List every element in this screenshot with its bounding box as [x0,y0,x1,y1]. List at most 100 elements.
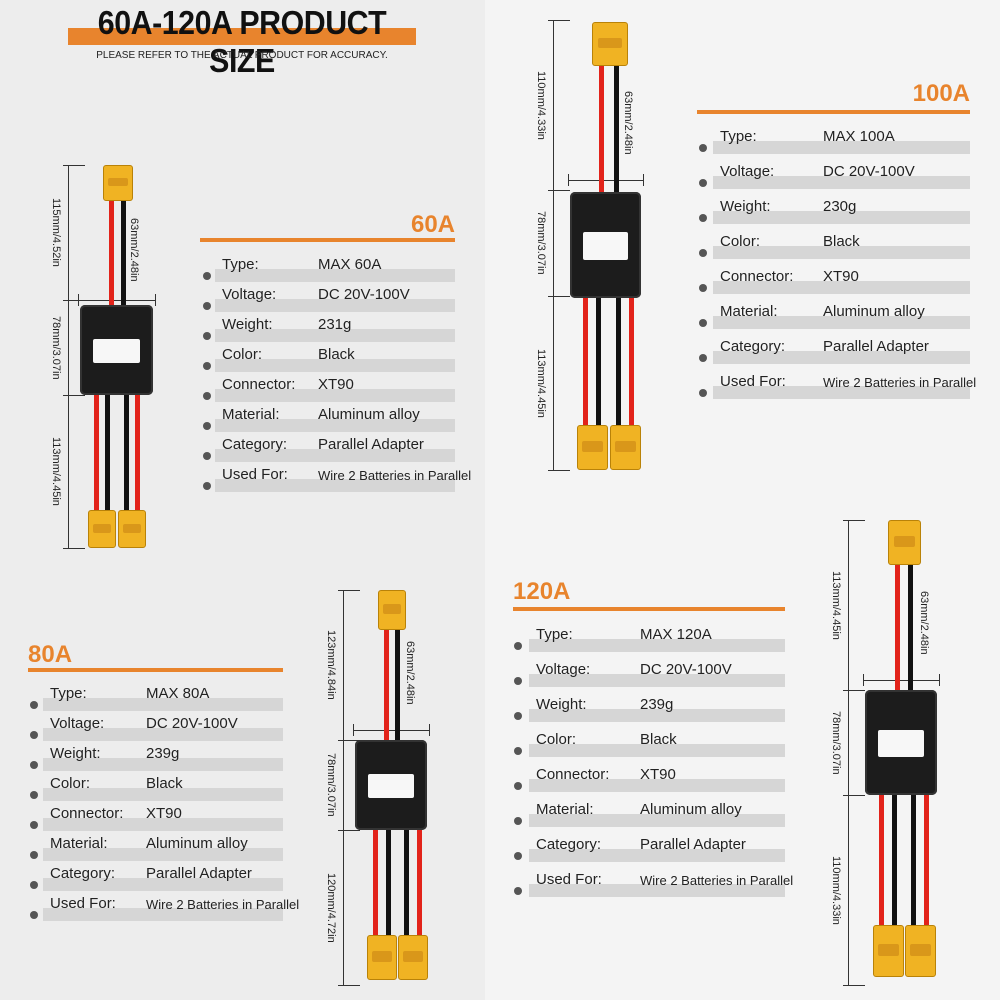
spec-label: Category: [50,865,116,882]
row-background [215,269,455,282]
spec-label: Used For: [50,895,116,912]
dimension-tick [843,520,865,521]
xt90-connector-icon [378,590,406,630]
dimension-lead-label: 63mm/2.48in [622,90,634,155]
bullet-icon [30,911,38,919]
xt90-connector-icon [905,925,936,977]
spec-value: MAX 60A [318,256,382,273]
spec-value: XT90 [823,268,859,285]
spec-row: Used For: Wire 2 Batteries in Parallel [0,464,471,494]
spec-label: Used For: [536,871,602,888]
bullet-icon [699,214,707,222]
spec-label: Material: [50,835,108,852]
section-divider [513,607,785,611]
bullet-icon [699,284,707,292]
spec-value: Wire 2 Batteries in Parallel [146,897,300,912]
spec-label: Weight: [536,696,587,713]
spec-value: Wire 2 Batteries in Parallel [640,873,794,888]
red-wire [93,395,99,510]
dimension-tick [548,470,570,471]
balancer-body [80,305,153,395]
spec-label: Type: [536,626,573,643]
spec-value: XT90 [640,766,676,783]
spec-value: Aluminum alloy [823,303,925,320]
bullet-icon [203,332,211,340]
row-background [43,698,283,711]
spec-value: Parallel Adapter [640,836,746,853]
spec-label: Type: [50,685,87,702]
xt90-connector-icon [592,22,628,66]
spec-row: Voltage: DC 20V-100V [0,659,785,689]
dimension-bottom-label: 113mm/4.45in [50,437,62,506]
row-background [215,329,455,342]
spec-row: Weight: 239g [0,743,283,773]
bullet-icon [203,482,211,490]
spec-label: Material: [222,406,280,423]
spec-value: Aluminum alloy [318,406,420,423]
dimension-tick [338,590,360,591]
bullet-icon [203,272,211,280]
row-background [215,479,455,492]
xt90-connector-icon [610,425,641,470]
spec-label: Voltage: [536,661,591,678]
xt90-connector-icon [88,510,116,548]
width-tick [939,674,940,686]
dimension-tick [843,690,865,691]
bullet-icon [30,761,38,769]
bullet-icon [203,452,211,460]
spec-label: Material: [536,801,594,818]
dimension-body-label: 78mm/3.07in [50,315,62,380]
spec-row: Color: Black [0,729,785,759]
dimension-top-label: 113mm/4.45in [830,570,842,640]
dimension-line [343,590,344,985]
spec-row: Weight: 230g [0,196,970,226]
spec-row: Color: Black [0,231,970,261]
section-title: 80A [28,641,73,668]
spec-value: Aluminum alloy [146,835,248,852]
dimension-tick [63,395,85,396]
spec-value: DC 20V-100V [318,286,410,303]
balancer-body [570,192,641,298]
spec-row: Material: Aluminum alloy [0,799,785,829]
row-background [215,449,455,462]
bullet-icon [514,852,522,860]
dimension-top-label: 123mm/4.84in [325,630,337,700]
spec-label: Connector: [50,805,124,822]
spec-row: Category: Parallel Adapter [0,863,283,893]
row-background [529,639,785,652]
row-background [529,849,785,862]
xt90-connector-icon [103,165,133,201]
spec-label: Connector: [222,376,296,393]
section-title: 100A [912,80,970,107]
dimension-tick [548,296,570,297]
row-background [215,359,455,372]
bullet-icon [514,782,522,790]
bullet-icon [30,821,38,829]
section-divider [200,238,455,242]
row-background [215,419,455,432]
dimension-body-label: 78mm/3.07in [535,211,547,275]
spec-value: MAX 80A [146,685,210,702]
bullet-icon [30,791,38,799]
spec-row: Color: Black [0,344,455,374]
spec-value: Black [640,731,677,748]
spec-label: Color: [50,775,91,792]
product-sticker [367,774,415,798]
spec-label: Connector: [536,766,610,783]
row-background [529,674,785,687]
spec-value: Parallel Adapter [146,865,252,882]
width-tick [353,724,354,736]
bullet-icon [514,642,522,650]
balancer-body [865,690,937,795]
dimension-tick [63,548,85,549]
spec-value: Black [146,775,183,792]
spec-value: MAX 100A [823,128,895,145]
row-background [43,728,283,741]
bullet-icon [514,712,522,720]
dimension-bottom-label: 110mm/4.33in [830,855,842,925]
spec-value: XT90 [146,805,182,822]
spec-row: Category: Parallel Adapter [0,336,970,366]
black-wire [121,201,126,305]
bullet-icon [203,422,211,430]
spec-row: Used For: Wire 2 Batteries in Parallel [0,371,976,401]
